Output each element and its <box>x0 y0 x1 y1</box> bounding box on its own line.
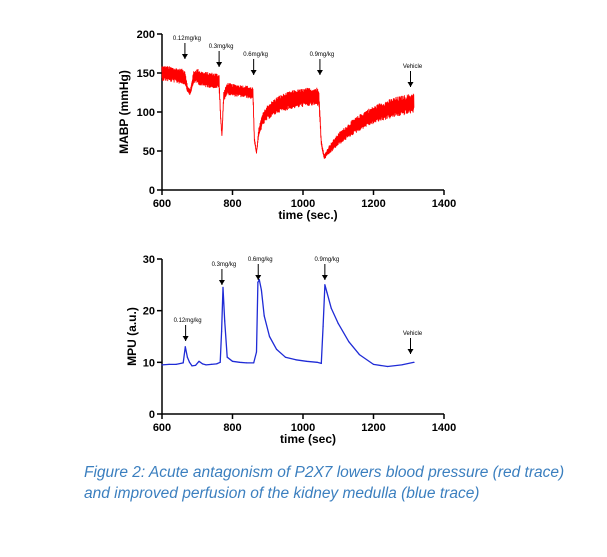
x-tick-label: 1200 <box>361 422 385 434</box>
data-point <box>226 356 228 358</box>
data-point <box>224 320 226 322</box>
x-tick-label: 1400 <box>432 198 456 210</box>
y-tick-label: 10 <box>143 357 155 369</box>
dose-annotation-label: 0.12mg/kg <box>174 318 202 324</box>
data-point <box>358 353 360 356</box>
data-point <box>168 363 170 365</box>
dose-annotation-label: 0.12mg/kg <box>173 36 201 42</box>
series-line-mabp <box>161 66 415 159</box>
data-point <box>268 335 271 338</box>
data-point <box>260 289 263 291</box>
x-axis-label: time (sec) <box>280 432 336 446</box>
dose-annotation-label: 0.6mg/kg <box>243 52 268 58</box>
chart-panel-2: 0 10 20 30 600 800 1000 1200 1400 time (sec) MPU (… <box>125 254 456 446</box>
x-tick-label: 800 <box>223 198 241 210</box>
dose-annotation-label: 0.9mg/kg <box>310 52 335 58</box>
x-tick-label: 600 <box>153 198 171 210</box>
dose-annotation-label: 0.3mg/kg <box>212 262 237 268</box>
data-point <box>231 360 234 362</box>
data-point <box>191 365 193 367</box>
dose-annotation-label: 0.9mg/kg <box>315 257 340 263</box>
arrow-head-icon <box>407 82 414 87</box>
x-tick-label: 1000 <box>291 422 315 434</box>
data-point <box>275 348 278 351</box>
dose-annotation-label: Vehicle <box>403 331 423 337</box>
dose-annotation-label: 0.6mg/kg <box>248 257 273 263</box>
data-point <box>201 363 204 365</box>
x-tick-label: 1000 <box>291 198 315 210</box>
y-tick-label: 150 <box>137 68 155 80</box>
series-line-mpu <box>161 279 415 368</box>
data-point <box>219 361 221 363</box>
figure-caption: Figure 2: Acute antagonism of P2X7 lower… <box>84 464 565 502</box>
y-tick-label: 50 <box>143 146 155 158</box>
data-point <box>216 363 218 365</box>
chart-panel-1: 0 50 100 150 200 600 800 1000 1200 1400 time (sec.… <box>117 29 456 222</box>
arrow-head-icon <box>407 349 414 354</box>
data-point <box>348 341 350 343</box>
arrow-head-icon <box>321 275 328 280</box>
data-point <box>210 363 212 365</box>
y-axis-label: MPU (a.u.) <box>125 307 139 366</box>
y-tick-label: 20 <box>143 306 155 318</box>
y-tick-label: 200 <box>137 29 155 41</box>
data-point <box>258 279 260 281</box>
y-tick-label: 0 <box>149 185 155 197</box>
data-point <box>238 361 241 363</box>
y-tick-label: 30 <box>143 254 155 266</box>
data-point <box>316 361 318 363</box>
data-point <box>186 356 188 358</box>
data-point <box>320 362 322 364</box>
data-point <box>194 364 197 367</box>
data-point <box>253 362 255 364</box>
arrow-head-icon <box>181 54 188 59</box>
data-point <box>401 364 403 366</box>
data-point <box>330 307 332 309</box>
data-point <box>182 362 184 364</box>
x-axis-label: time (sec.) <box>278 208 337 222</box>
data-point <box>188 361 191 363</box>
data-point <box>255 351 258 353</box>
data-point <box>184 346 186 348</box>
dose-annotation-label: Vehicle <box>403 64 423 70</box>
data-point <box>322 325 324 327</box>
data-point <box>372 363 375 365</box>
x-tick-label: 1200 <box>361 198 385 210</box>
arrow-head-icon <box>182 336 189 341</box>
y-tick-label: 0 <box>149 409 155 421</box>
arrow-head-icon <box>255 275 262 280</box>
dose-annotation-label: 0.3mg/kg <box>209 44 234 50</box>
x-tick-label: 600 <box>153 422 171 434</box>
x-tick-label: 1400 <box>432 422 456 434</box>
data-point <box>205 364 207 366</box>
data-point <box>295 359 297 361</box>
data-point <box>387 365 389 368</box>
y-axis-label: MABP (mmHg) <box>117 70 131 154</box>
data-point <box>257 281 259 283</box>
data-point <box>284 356 286 358</box>
data-point <box>305 360 308 362</box>
arrow-head-icon <box>216 62 223 67</box>
data-point <box>413 361 415 363</box>
data-point <box>222 286 224 289</box>
data-point <box>337 322 339 325</box>
data-point <box>246 362 248 364</box>
arrow-head-icon <box>218 280 225 285</box>
data-point <box>220 330 223 332</box>
data-point <box>161 364 163 366</box>
y-tick-label: 100 <box>137 107 155 119</box>
data-point <box>198 360 200 362</box>
arrow-head-icon <box>250 70 257 75</box>
data-point <box>263 315 265 317</box>
data-point <box>326 291 328 294</box>
data-point <box>175 363 177 365</box>
arrow-head-icon <box>316 70 323 75</box>
x-tick-label: 800 <box>223 422 241 434</box>
data-point <box>324 284 326 286</box>
